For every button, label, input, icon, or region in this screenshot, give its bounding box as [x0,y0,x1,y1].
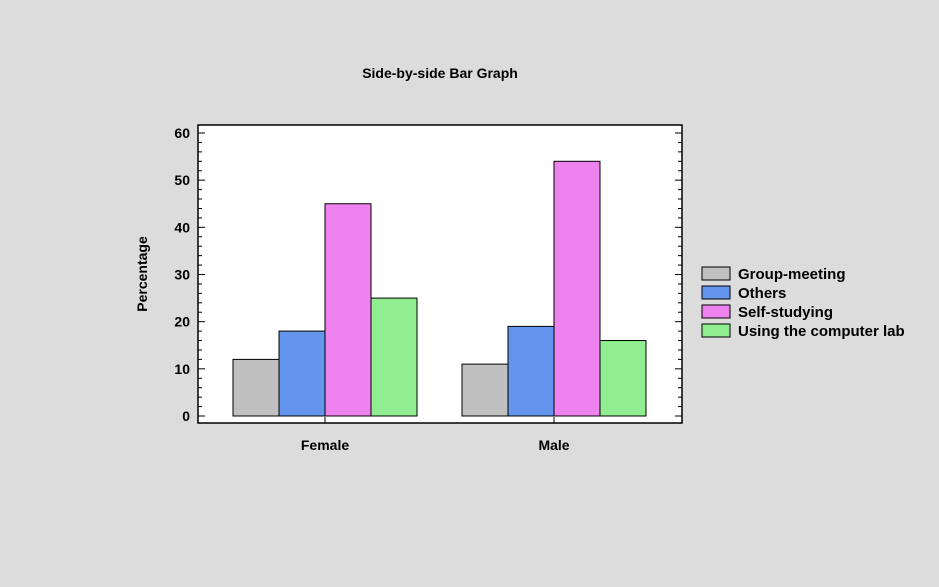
legend-label: Group-meeting [738,266,846,283]
y-tick-label: 40 [174,219,190,235]
y-tick-label: 0 [182,408,190,424]
y-tick-label: 60 [174,125,190,141]
x-axis: Female Male [301,417,570,453]
legend-label: Self-studying [738,304,833,321]
y-tick-label: 20 [174,314,190,330]
bar-male-group-meeting [461,363,509,417]
x-tick-label: Female [301,437,349,453]
bar-female-using-the-computer-lab [370,297,418,417]
legend-swatch [701,285,731,300]
bar-male-others [507,325,555,417]
bars-group [232,160,647,417]
bar-male-using-the-computer-lab [599,340,647,417]
bar-female-self-studying [324,203,372,417]
chart-title: Side-by-side Bar Graph [362,65,518,81]
bar-female-group-meeting [232,358,280,417]
y-axis: 0 10 20 30 40 50 60 [174,125,682,424]
legend-label: Using the computer lab [738,323,905,340]
y-tick-label: 30 [174,267,190,283]
legend: Group-meeting Others Self-studying Using th… [701,266,905,340]
bar-male-self-studying [553,160,601,417]
x-tick-label: Male [538,437,569,453]
legend-swatch [701,323,731,338]
legend-swatch [701,266,731,281]
y-tick-label: 10 [174,361,190,377]
legend-swatch [701,304,731,319]
y-tick-label: 50 [174,172,190,188]
legend-label: Others [738,285,786,302]
bar-female-others [278,330,326,417]
y-axis-label: Percentage [134,236,150,312]
